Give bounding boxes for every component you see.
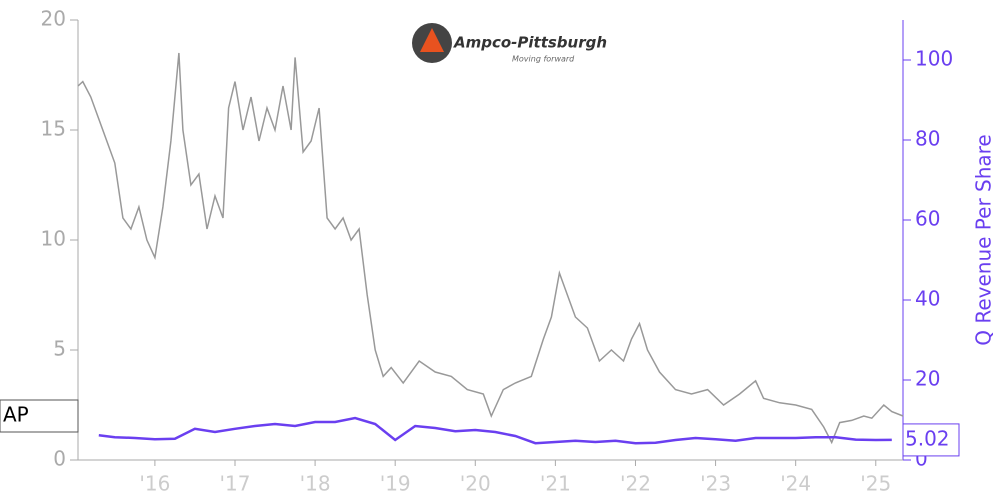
y2-tick-label: 60 [915,207,940,231]
x-tick-label: '19 [380,472,411,496]
logo-icon-mark [420,28,444,52]
logo-tagline: Moving forward [512,55,575,64]
x-tick-label: '17 [220,472,251,496]
y-tick-label: 15 [41,117,66,141]
last-value-label: 5.02 [905,426,950,450]
x-tick-label: '23 [700,472,731,496]
x-tick-label: '21 [540,472,571,496]
x-tick-label: '25 [860,472,891,496]
y-tick-label: 20 [41,7,66,31]
y2-tick-label: 20 [915,367,940,391]
ticker-box [0,399,79,433]
ticker-label: AP [3,403,29,427]
x-tick-label: '22 [620,472,651,496]
y-tick-label: 5 [53,337,66,361]
x-tick-label: '16 [139,472,170,496]
y-tick-label: 10 [41,227,66,251]
y2-tick-label: 100 [915,47,953,71]
logo: Ampco-Pittsburgh Moving forward [412,23,607,64]
x-tick-label: '24 [780,472,811,496]
x-tick-label: '20 [460,472,491,496]
last-value-box [902,423,960,457]
y2-axis-title: Q Revenue Per Share [972,134,996,346]
y2-tick-label: 80 [915,127,940,151]
series-line [77,52,904,445]
series-line [98,416,892,445]
x-tick-label: '18 [300,472,331,496]
logo-text: Ampco-Pittsburgh [453,34,607,52]
y-tick-label: 0 [53,447,66,471]
y2-tick-label: 40 [915,287,940,311]
